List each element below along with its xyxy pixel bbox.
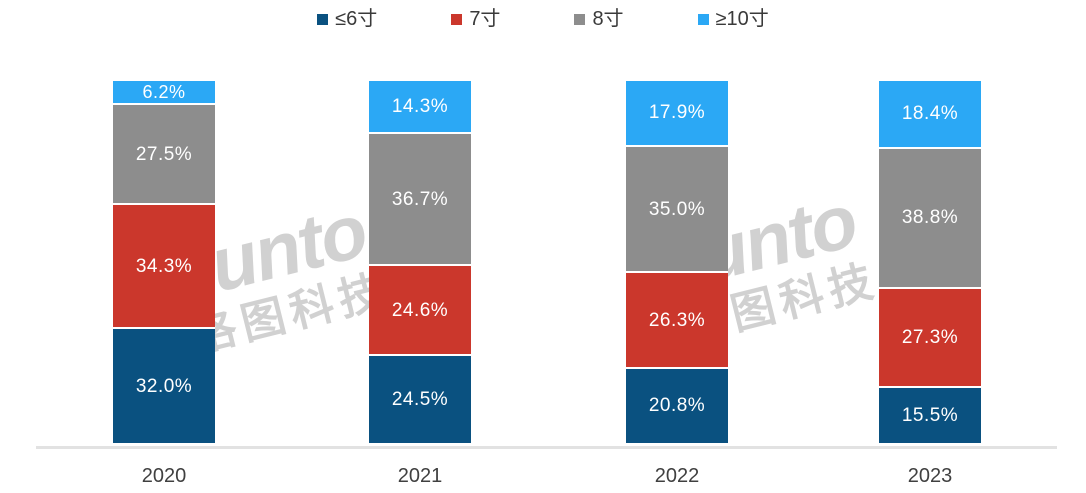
bar-segment-label: 18.4% [901,103,959,125]
bar-segment-label: 26.3% [648,309,706,331]
bar-segment[interactable]: 36.7% [369,133,471,267]
bar-segment-label: 14.3% [391,95,449,117]
bar-segment-label: 6.2% [142,82,186,103]
x-axis-line [36,446,1057,449]
x-axis-tick-label: 2020 [141,465,187,487]
bar-segment[interactable]: 38.8% [879,148,981,289]
bar-segment-label: 27.5% [135,143,193,165]
legend-item-0[interactable]: ≤6寸 [317,9,377,29]
bar-segment[interactable]: 15.5% [879,387,981,443]
bar-segment[interactable]: 35.0% [626,146,728,274]
bar-segment[interactable]: 20.8% [626,368,728,443]
bar-segment[interactable]: 26.3% [626,273,728,369]
legend-swatch-icon [317,13,329,25]
bar-segment[interactable]: 24.5% [369,355,471,443]
legend-swatch-icon [697,13,709,25]
x-axis-tick-label: 2022 [654,465,700,487]
legend-item-2[interactable]: 8寸 [574,8,624,30]
bar-segment[interactable]: 14.3% [369,81,471,134]
legend-item-label: ≤6寸 [335,8,378,30]
bar-segment-label: 35.0% [648,198,706,220]
bar-segment-label: 32.0% [135,375,193,397]
bar-segment[interactable]: 24.6% [369,266,471,356]
bar-segment-label: 20.8% [648,395,706,417]
legend-item-1[interactable]: 7寸 [451,9,500,29]
legend-item-3[interactable]: ≥10寸 [697,8,769,30]
bar-segment[interactable]: 6.2% [113,81,215,106]
bar-group: 14.3% 36.7% 24.6% 24.5% [369,81,471,443]
x-axis-tick-label: 2023 [907,465,953,487]
bar-segment[interactable]: 18.4% [879,81,981,149]
bar-group: 18.4% 38.8% 27.3% 15.5% [879,81,981,443]
bar-segment-label: 38.8% [901,207,959,229]
bar-segment[interactable]: 27.3% [879,288,981,388]
bar-segment-label: 27.3% [901,326,959,348]
bar-segment-label: 36.7% [391,188,449,210]
bar-segment-label: 24.6% [391,299,449,321]
bar-segment-label: 15.5% [901,404,959,426]
legend-swatch-icon [451,13,463,25]
legend-swatch-icon [574,13,586,25]
chart-legend: ≤6寸 7寸 8寸 ≥10寸 [0,3,1086,35]
legend-item-label: ≥10寸 [715,8,769,30]
legend-item-label: 7寸 [469,8,501,30]
bar-segment[interactable]: 32.0% [113,329,215,443]
x-axis-tick-label: 2021 [397,465,443,487]
bar-group: 17.9% 35.0% 26.3% 20.8% [626,81,728,443]
bar-segment[interactable]: 17.9% [626,81,728,147]
bar-segment-label: 34.3% [135,255,193,277]
legend-item-label: 8寸 [592,8,624,30]
bar-segment-label: 24.5% [391,388,449,410]
bar-segment-label: 17.9% [648,102,706,124]
bar-segment[interactable]: 34.3% [113,204,215,330]
bar-segment[interactable]: 27.5% [113,105,215,205]
bar-group: 6.2% 27.5% 34.3% 32.0% [113,81,215,443]
